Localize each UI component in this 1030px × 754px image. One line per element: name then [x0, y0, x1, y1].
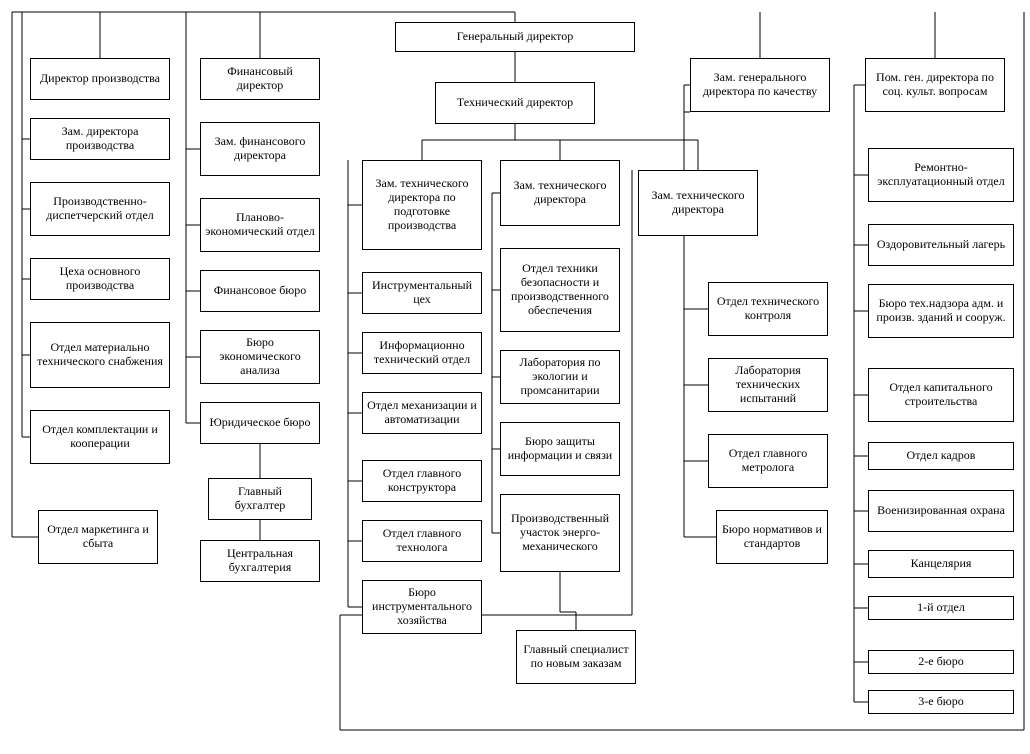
- org-node-label: Ремонтно-эксплуатационный отдел: [873, 161, 1009, 189]
- org-node-label: Бюро экономического анализа: [205, 336, 315, 377]
- org-node-label: Цеха основного производства: [35, 265, 165, 293]
- org-node-label: Юридическое бюро: [209, 416, 310, 430]
- org-node-chief-acc: Главный бухгалтер: [208, 478, 312, 520]
- org-node-prod-dir: Директор производства: [30, 58, 170, 100]
- org-node-prod-supply: Отдел материально технического снабжения: [30, 322, 170, 388]
- org-node-mech-auto: Отдел механизации и автоматизации: [362, 392, 482, 434]
- org-node-label: Отдел главного метролога: [713, 447, 823, 475]
- org-node-label: Отдел механизации и автоматизации: [367, 399, 477, 427]
- org-node-standards: Бюро нормативов и стандартов: [716, 510, 828, 564]
- org-node-label: Зам. финансового директора: [205, 135, 315, 163]
- org-node-prod-shops: Цеха основного производства: [30, 258, 170, 300]
- org-node-label: 1-й отдел: [917, 601, 965, 615]
- org-node-label: Технический директор: [457, 96, 573, 110]
- org-node-label: Лаборатория технических испытаний: [713, 364, 823, 405]
- org-node-label: Главный специалист по новым заказам: [521, 643, 631, 671]
- org-chart-canvas: Генеральный директор Директор производств…: [0, 0, 1030, 754]
- org-node-label: Отдел маркетинга и сбыта: [43, 523, 153, 551]
- org-node-label: Бюро защиты информации и связи: [505, 435, 615, 463]
- org-node-info-bureau: Бюро защиты информации и связи: [500, 422, 620, 476]
- org-node-label: Финансовое бюро: [214, 284, 307, 298]
- org-node-label: Финансовый директор: [205, 65, 315, 93]
- org-node-label: Зам. технического директора: [505, 179, 615, 207]
- org-node-label: Генеральный директор: [457, 30, 574, 44]
- org-node-label: Производственно-диспетчерский отдел: [35, 195, 165, 223]
- org-node-fin-dir: Финансовый директор: [200, 58, 320, 100]
- org-node-prod-complect: Отдел комплектации и кооперации: [30, 410, 170, 464]
- org-node-label: Бюро нормативов и стандартов: [721, 523, 823, 551]
- org-node-label: Главный бухгалтер: [213, 485, 307, 513]
- org-node-marketing: Отдел маркетинга и сбыта: [38, 510, 158, 564]
- org-node-bureau-2: 2-е бюро: [868, 650, 1014, 674]
- org-node-prod-dep: Зам. директора производства: [30, 118, 170, 160]
- org-node-chief-constr: Отдел главного конструктора: [362, 460, 482, 502]
- org-node-soc-dir: Пом. ген. директора по соц. культ. вопро…: [865, 58, 1005, 112]
- org-node-label: Зам. генерального директора по качеству: [695, 71, 825, 99]
- org-node-fin-bureau: Финансовое бюро: [200, 270, 320, 312]
- org-node-label: Канцелярия: [911, 557, 972, 571]
- org-node-tech-dep2: Зам. технического директора: [500, 160, 620, 226]
- org-node-label: Информационно технический отдел: [367, 339, 477, 367]
- org-node-label: 3-е бюро: [918, 695, 963, 709]
- org-node-dept-1: 1-й отдел: [868, 596, 1014, 620]
- org-node-tech-dir: Технический директор: [435, 82, 595, 124]
- org-node-label: Зам. технического директора: [643, 189, 753, 217]
- org-node-repair: Ремонтно-эксплуатационный отдел: [868, 148, 1014, 202]
- org-node-test-lab: Лаборатория технических испытаний: [708, 358, 828, 412]
- org-node-label: Зам. технического директора по подготовк…: [367, 177, 477, 232]
- org-node-label: Военизированная охрана: [877, 504, 1005, 518]
- org-node-tool-shop: Инструментальный цех: [362, 272, 482, 314]
- org-node-chief-tech: Отдел главного технолога: [362, 520, 482, 562]
- org-node-tech-supervision: Бюро тех.надзора адм. и произв. зданий и…: [868, 284, 1014, 338]
- org-node-label: Бюро инструментального хозяйства: [367, 586, 477, 627]
- org-node-label: Центральная бухгалтерия: [205, 547, 315, 575]
- org-node-qual-dir: Зам. генерального директора по качеству: [690, 58, 830, 112]
- org-node-label: Оздоровительный лагерь: [877, 238, 1005, 252]
- org-node-label: Отдел главного конструктора: [367, 467, 477, 495]
- org-node-fin-dep: Зам. финансового директора: [200, 122, 320, 176]
- org-node-energy-sector: Производственный участок энерго-механиче…: [500, 494, 620, 572]
- org-node-label: 2-е бюро: [918, 655, 963, 669]
- org-node-label: Лаборатория по экологии и промсанитарии: [505, 356, 615, 397]
- org-node-label: Производственный участок энерго-механиче…: [505, 512, 615, 553]
- org-node-label: Отдел комплектации и кооперации: [35, 423, 165, 451]
- org-node-metrology: Отдел главного метролога: [708, 434, 828, 488]
- org-node-label: Отдел материально технического снабжения: [35, 341, 165, 369]
- org-node-legal: Юридическое бюро: [200, 402, 320, 444]
- org-node-label: Отдел капитального строительства: [873, 381, 1009, 409]
- org-node-label: Отдел главного технолога: [367, 527, 477, 555]
- org-node-bureau-3: 3-е бюро: [868, 690, 1014, 714]
- org-node-tech-dep3: Зам. технического директора: [638, 170, 758, 236]
- org-node-tech-dep1: Зам. технического директора по подготовк…: [362, 160, 482, 250]
- org-node-plan-econ: Планово-экономический отдел: [200, 198, 320, 252]
- org-node-new-orders: Главный специалист по новым заказам: [516, 630, 636, 684]
- org-node-label: Планово-экономический отдел: [205, 211, 315, 239]
- org-node-gen-dir: Генеральный директор: [395, 22, 635, 52]
- org-node-central-acc: Центральная бухгалтерия: [200, 540, 320, 582]
- org-node-tool-bureau: Бюро инструментального хозяйства: [362, 580, 482, 634]
- org-node-capital-constr: Отдел капитального строительства: [868, 368, 1014, 422]
- org-node-econ-analysis: Бюро экономического анализа: [200, 330, 320, 384]
- org-node-label: Отдел технического контроля: [713, 295, 823, 323]
- org-node-label: Зам. директора производства: [35, 125, 165, 153]
- org-node-label: Инструментальный цех: [367, 279, 477, 307]
- org-node-prod-disp: Производственно-диспетчерский отдел: [30, 182, 170, 236]
- org-node-security: Военизированная охрана: [868, 490, 1014, 532]
- org-node-hr: Отдел кадров: [868, 442, 1014, 470]
- org-node-it-dept: Информационно технический отдел: [362, 332, 482, 374]
- org-node-label: Пом. ген. директора по соц. культ. вопро…: [870, 71, 1000, 99]
- org-node-health-camp: Оздоровительный лагерь: [868, 224, 1014, 266]
- org-node-eco-lab: Лаборатория по экологии и промсанитарии: [500, 350, 620, 404]
- org-node-label: Отдел кадров: [907, 449, 976, 463]
- org-node-label: Директор производства: [40, 72, 160, 86]
- org-node-office: Канцелярия: [868, 550, 1014, 578]
- org-node-label: Отдел техники безопасности и производств…: [505, 262, 615, 317]
- org-node-label: Бюро тех.надзора адм. и произв. зданий и…: [873, 297, 1009, 325]
- org-node-tech-control: Отдел технического контроля: [708, 282, 828, 336]
- org-node-safety: Отдел техники безопасности и производств…: [500, 248, 620, 332]
